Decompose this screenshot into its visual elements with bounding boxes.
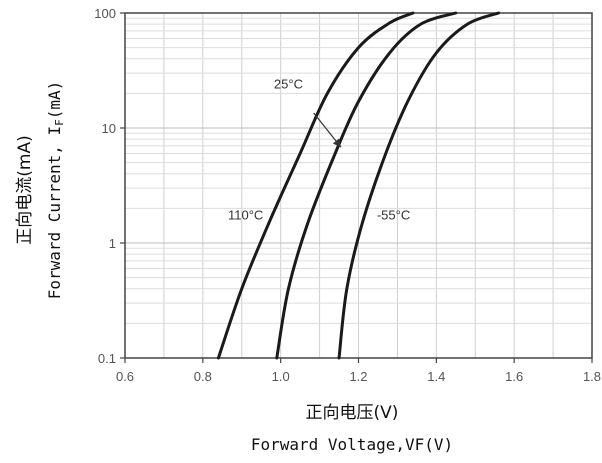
x-tick-label: 0.8 [194, 369, 212, 384]
x-axis-label-cn: 正向电压(V) [306, 403, 399, 423]
x-tick-label: 1.6 [505, 369, 523, 384]
y-tick-label: 1 [109, 236, 116, 251]
y-tick-label: 0.1 [98, 351, 116, 366]
grid [124, 13, 593, 359]
annotation-arrow-head [332, 138, 341, 148]
y-tick-label: 100 [94, 6, 116, 21]
series-line-1 [275, 11, 458, 360]
x-tick-label: 1.0 [272, 369, 290, 384]
annotations: 110°C 25°C -55°C [228, 77, 410, 223]
annotation-label-0: 110°C [228, 208, 263, 223]
y-axis-label-cn: 正向电流(mA) [15, 135, 35, 244]
y-axis-label-en-main: Forward Current, I [45, 126, 64, 299]
series-line-2 [337, 11, 501, 360]
annotation-label-1: 25°C [274, 77, 303, 92]
y-tick-label: 10 [102, 121, 116, 136]
x-axis-label-en: Forward Voltage,VF(V) [251, 435, 453, 454]
y-axis-label-en-unit: (mA) [45, 81, 64, 120]
x-tick-label: 1.2 [349, 369, 367, 384]
series-line-0 [216, 11, 415, 360]
y-axis-label-en-subscript: F [53, 119, 66, 126]
x-tick-label: 1.4 [427, 369, 445, 384]
x-tick-label: 1.8 [583, 369, 601, 384]
x-tick-label: 0.6 [116, 369, 134, 384]
series-curves [216, 11, 501, 360]
annotation-label-2: -55°C [377, 208, 410, 223]
y-axis-label-en: Forward Current, IF(mA) [45, 81, 66, 300]
axis-ticks: 0.6 0.8 1.0 1.2 1.4 1.6 1.8 0.1 1 10 100 [94, 6, 601, 384]
